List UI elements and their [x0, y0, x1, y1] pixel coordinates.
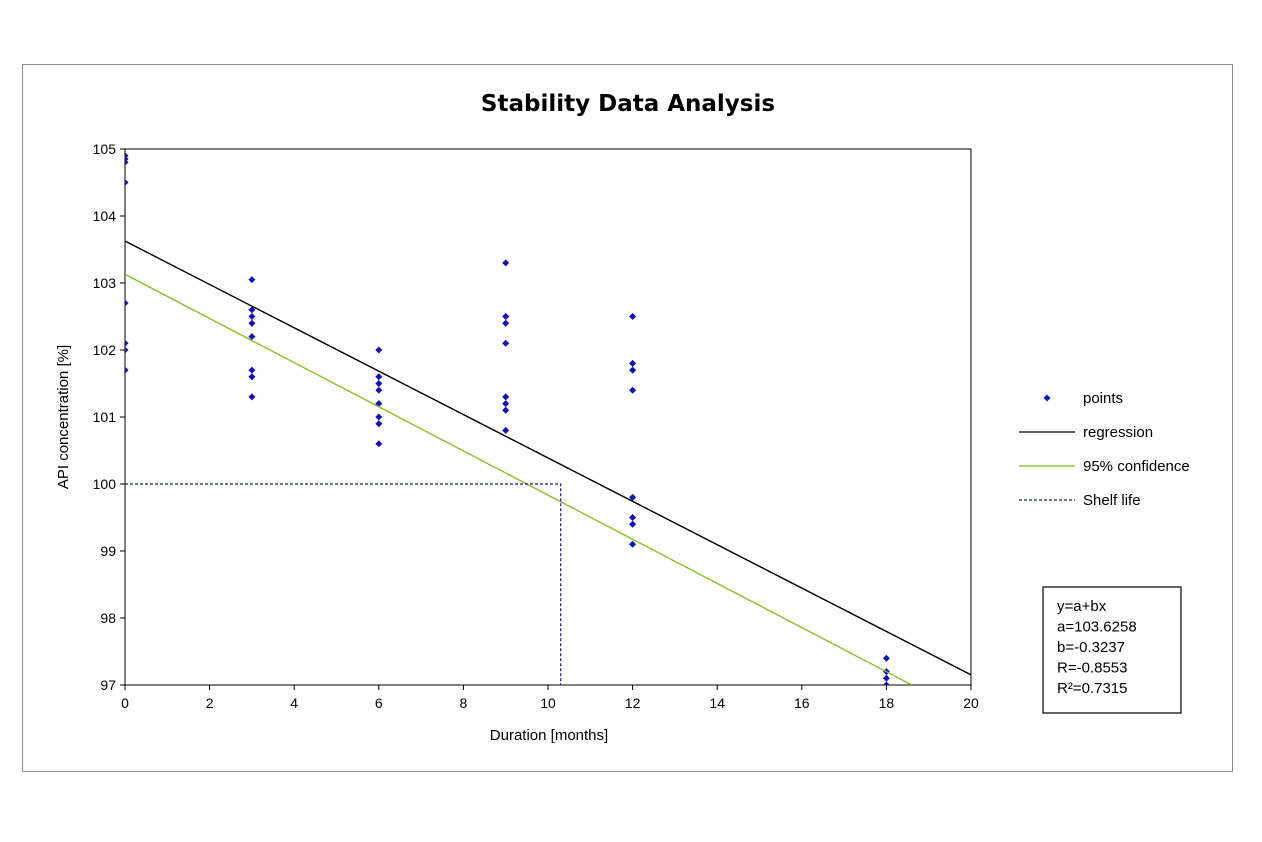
data-point — [629, 366, 637, 374]
equation-box: y=a+bx a=103.6258 b=-0.3237 R=-0.8553 R²=0.7… — [1042, 586, 1182, 714]
data-point — [629, 540, 637, 548]
equation-line: R=-0.8553 — [1057, 660, 1127, 677]
chart-svg: Stability Data Analysis 9798991001011021… — [55, 91, 1190, 744]
data-point — [502, 406, 510, 414]
plot-series-group — [125, 152, 971, 685]
x-tick-label: 12 — [625, 695, 641, 711]
chart-frame: Stability Data Analysis 97 98 99 100 101 102 1… — [22, 64, 1233, 772]
y-tick-label: 103 — [93, 275, 117, 291]
data-point — [629, 313, 637, 320]
data-point — [375, 386, 383, 394]
x-tick-label: 4 — [290, 695, 298, 711]
equation-line: R²=0.7315 — [1057, 680, 1127, 697]
data-point — [375, 380, 383, 387]
y-tick-label: 97 — [100, 677, 116, 693]
legend-label-shelf-life: Shelf life — [1083, 492, 1141, 509]
data-point — [502, 393, 510, 401]
data-point — [125, 339, 129, 347]
data-point — [125, 158, 129, 166]
x-axis-title: Duration [months] — [490, 727, 608, 744]
legend-label-regression: regression — [1083, 424, 1153, 441]
x-tick-label: 20 — [963, 695, 979, 711]
equation-box-border — [1042, 586, 1182, 714]
x-tick-label: 8 — [460, 695, 468, 711]
data-point — [248, 393, 256, 401]
data-point — [125, 346, 129, 354]
data-point — [502, 400, 510, 408]
95-confidence-line — [125, 273, 913, 685]
x-tick-label: 18 — [879, 695, 895, 711]
data-point — [248, 313, 256, 320]
regression-line — [125, 240, 971, 676]
x-tick-label: 10 — [540, 695, 556, 711]
data-point — [629, 493, 637, 501]
data-point — [629, 359, 637, 367]
data-point — [248, 319, 256, 327]
chart-title: Stability Data Analysis — [481, 91, 775, 117]
data-point — [375, 420, 383, 428]
data-point — [248, 333, 256, 341]
data-point — [248, 306, 256, 314]
data-point — [375, 373, 383, 381]
legend-marker-points — [1043, 394, 1051, 402]
y-tick-label: 100 — [93, 476, 117, 492]
x-tick-label: 16 — [794, 695, 810, 711]
x-tick-label: 2 — [206, 695, 214, 711]
legend-label-points: points — [1083, 390, 1123, 407]
x-tick-label: 6 — [375, 695, 383, 711]
data-point — [125, 366, 129, 374]
legend: points regression 95% confidence Shelf life — [1019, 390, 1190, 509]
x-tick-label: 14 — [709, 695, 725, 711]
data-point — [882, 681, 890, 685]
data-point — [882, 674, 890, 682]
equation-line: y=a+bx — [1057, 598, 1107, 615]
y-tick-label: 99 — [100, 543, 116, 559]
x-tick-label: 0 — [121, 695, 129, 711]
equation-line: a=103.6258 — [1057, 619, 1137, 636]
equation-line: b=-0.3237 — [1057, 639, 1125, 656]
plot-area-border — [124, 148, 972, 686]
y-tick-label: 101 — [93, 409, 117, 425]
data-point — [882, 654, 890, 662]
y-tick-label: 105 — [93, 141, 117, 157]
y-tick-label: 104 — [93, 208, 117, 224]
plot-layer: 97 98 99 100 101 102 103 104 105 0 2 4 6 8 10 12 14 16 18 2… — [93, 141, 979, 711]
data-point — [502, 319, 510, 327]
y-tick-label: 102 — [93, 342, 117, 358]
data-point — [502, 339, 510, 347]
data-point — [375, 346, 383, 354]
shelf-life-line — [125, 483, 562, 685]
data-point — [248, 373, 256, 381]
y-tick-label: 98 — [100, 610, 116, 626]
data-point — [629, 514, 637, 521]
data-point — [375, 413, 383, 421]
data-point — [248, 366, 256, 374]
data-point — [125, 179, 129, 186]
data-point — [502, 313, 510, 320]
data-point — [502, 259, 510, 267]
data-point — [125, 299, 129, 307]
data-point — [629, 386, 637, 394]
data-point — [375, 440, 383, 448]
data-point — [248, 276, 256, 284]
data-point — [629, 520, 637, 528]
legend-label-95-confidence: 95% confidence — [1083, 458, 1190, 475]
y-axis-title: API concentration [%] — [55, 345, 72, 489]
data-point — [502, 426, 510, 434]
